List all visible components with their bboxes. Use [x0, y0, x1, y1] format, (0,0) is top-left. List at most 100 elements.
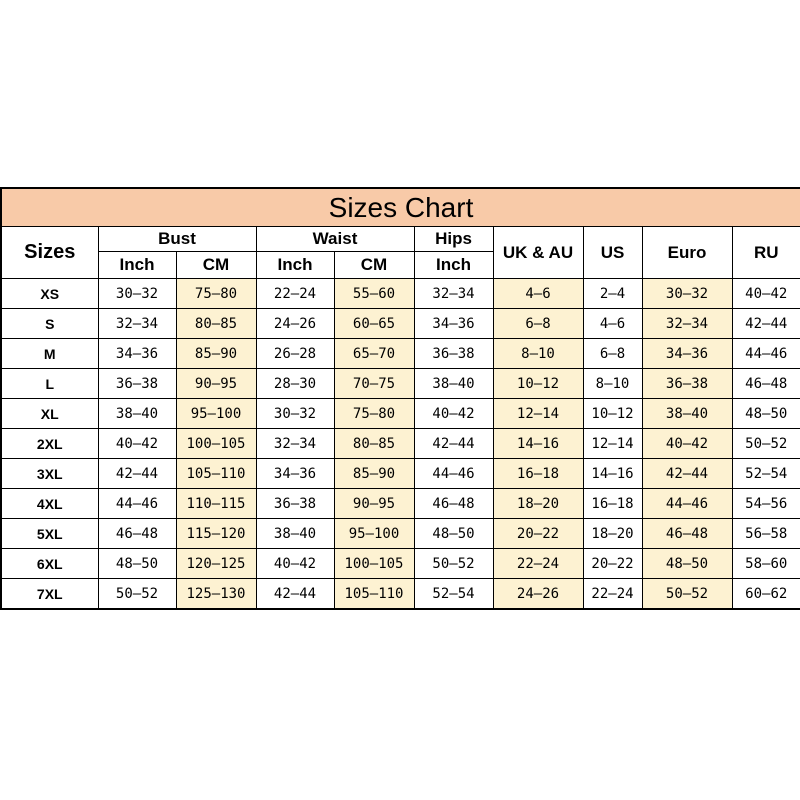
size-value: 36–38: [413, 338, 494, 369]
size-value: 52–54: [413, 578, 494, 610]
size-value: 30–32: [641, 278, 733, 309]
size-value: 44–46: [731, 338, 800, 369]
size-value: 48–50: [641, 548, 733, 579]
unit-cell: Inch: [255, 251, 335, 279]
size-value: 46–48: [413, 488, 494, 519]
size-value: 42–44: [413, 428, 494, 459]
header-cell: Bust: [97, 226, 257, 252]
size-value: 18–20: [582, 518, 643, 549]
size-value: 42–44: [97, 458, 177, 489]
size-value: 24–26: [255, 308, 335, 339]
size-label: XS: [0, 278, 99, 309]
size-row: 7XL 50–52 125–130 42–44 105–110 52–54 24–26 22–…: [0, 578, 800, 610]
size-value: 80–85: [333, 428, 415, 459]
size-row: 5XL 46–48 115–120 38–40 95–100 48–50 20–22 18–2…: [0, 518, 800, 549]
header-cell: Sizes: [0, 226, 99, 279]
size-value: 12–14: [582, 428, 643, 459]
size-value: 95–100: [333, 518, 415, 549]
unit-cell: CM: [333, 251, 415, 279]
size-value: 4–6: [582, 308, 643, 339]
size-value: 100–105: [175, 428, 257, 459]
size-value: 90–95: [175, 368, 257, 399]
size-value: 105–110: [175, 458, 257, 489]
header-cell: RU: [731, 226, 800, 279]
size-value: 52–54: [731, 458, 800, 489]
size-value: 6–8: [492, 308, 584, 339]
size-value: 16–18: [492, 458, 584, 489]
size-value: 70–75: [333, 368, 415, 399]
size-value: 12–14: [492, 398, 584, 429]
size-value: 125–130: [175, 578, 257, 610]
size-value: 40–42: [641, 428, 733, 459]
size-value: 40–42: [413, 398, 494, 429]
size-value: 26–28: [255, 338, 335, 369]
size-value: 32–34: [413, 278, 494, 309]
size-value: 14–16: [582, 458, 643, 489]
header-cell: Waist: [255, 226, 415, 252]
header-cell: UK & AU: [492, 226, 584, 279]
size-value: 16–18: [582, 488, 643, 519]
size-row: XS 30–32 75–80 22–24 55–60 32–34 4–6 2–4 30–32 40…: [0, 278, 800, 309]
size-value: 46–48: [97, 518, 177, 549]
title: Sizes Chart: [0, 187, 800, 227]
size-row: M 34–36 85–90 26–28 65–70 36–38 8–10 6–8 34–36 44…: [0, 338, 800, 369]
size-label: 4XL: [0, 488, 99, 519]
size-label: 7XL: [0, 578, 99, 610]
size-label: XL: [0, 398, 99, 429]
size-value: 85–90: [175, 338, 257, 369]
size-value: 48–50: [97, 548, 177, 579]
size-value: 120–125: [175, 548, 257, 579]
size-value: 30–32: [97, 278, 177, 309]
size-value: 22–24: [492, 548, 584, 579]
size-value: 56–58: [731, 518, 800, 549]
size-value: 50–52: [97, 578, 177, 610]
size-value: 34–36: [97, 338, 177, 369]
header-cell: Euro: [641, 226, 733, 279]
size-value: 34–36: [413, 308, 494, 339]
size-label: M: [0, 338, 99, 369]
size-value: 2–4: [582, 278, 643, 309]
size-value: 8–10: [492, 338, 584, 369]
size-value: 50–52: [413, 548, 494, 579]
size-value: 36–38: [97, 368, 177, 399]
size-value: 60–62: [731, 578, 800, 610]
size-value: 50–52: [731, 428, 800, 459]
size-value: 10–12: [492, 368, 584, 399]
header-cell: Hips: [413, 226, 494, 252]
size-value: 38–40: [97, 398, 177, 429]
size-value: 36–38: [255, 488, 335, 519]
size-value: 40–42: [255, 548, 335, 579]
size-value: 40–42: [731, 278, 800, 309]
size-value: 44–46: [641, 488, 733, 519]
size-value: 58–60: [731, 548, 800, 579]
size-row: L 36–38 90–95 28–30 70–75 38–40 10–12 8–10 36–38…: [0, 368, 800, 399]
size-value: 55–60: [333, 278, 415, 309]
unit-cell: CM: [175, 251, 257, 279]
size-row: 6XL 48–50 120–125 40–42 100–105 50–52 22–24 20–…: [0, 548, 800, 579]
size-label: 3XL: [0, 458, 99, 489]
unit-cell: Inch: [413, 251, 494, 279]
header-cell: US: [582, 226, 643, 279]
size-row: 2XL 40–42 100–105 32–34 80–85 42–44 14–16 12–14…: [0, 428, 800, 459]
size-row: S 32–34 80–85 24–26 60–65 34–36 6–8 4–6 32–34 42–…: [0, 308, 800, 339]
size-value: 105–110: [333, 578, 415, 610]
size-value: 46–48: [641, 518, 733, 549]
size-value: 44–46: [97, 488, 177, 519]
size-value: 22–24: [582, 578, 643, 610]
size-value: 38–40: [255, 518, 335, 549]
size-value: 115–120: [175, 518, 257, 549]
size-chart: Sizes Chart Sizes Bust Waist Hips UK & A…: [0, 187, 800, 610]
size-value: 60–65: [333, 308, 415, 339]
size-value: 54–56: [731, 488, 800, 519]
size-value: 44–46: [413, 458, 494, 489]
size-value: 85–90: [333, 458, 415, 489]
size-value: 80–85: [175, 308, 257, 339]
size-label: S: [0, 308, 99, 339]
size-value: 90–95: [333, 488, 415, 519]
size-value: 75–80: [175, 278, 257, 309]
size-value: 34–36: [255, 458, 335, 489]
size-value: 10–12: [582, 398, 643, 429]
size-row: XL 38–40 95–100 30–32 75–80 40–42 12–14 10–12 38…: [0, 398, 800, 429]
size-row: 4XL 44–46 110–115 36–38 90–95 46–48 18–20 16–18…: [0, 488, 800, 519]
